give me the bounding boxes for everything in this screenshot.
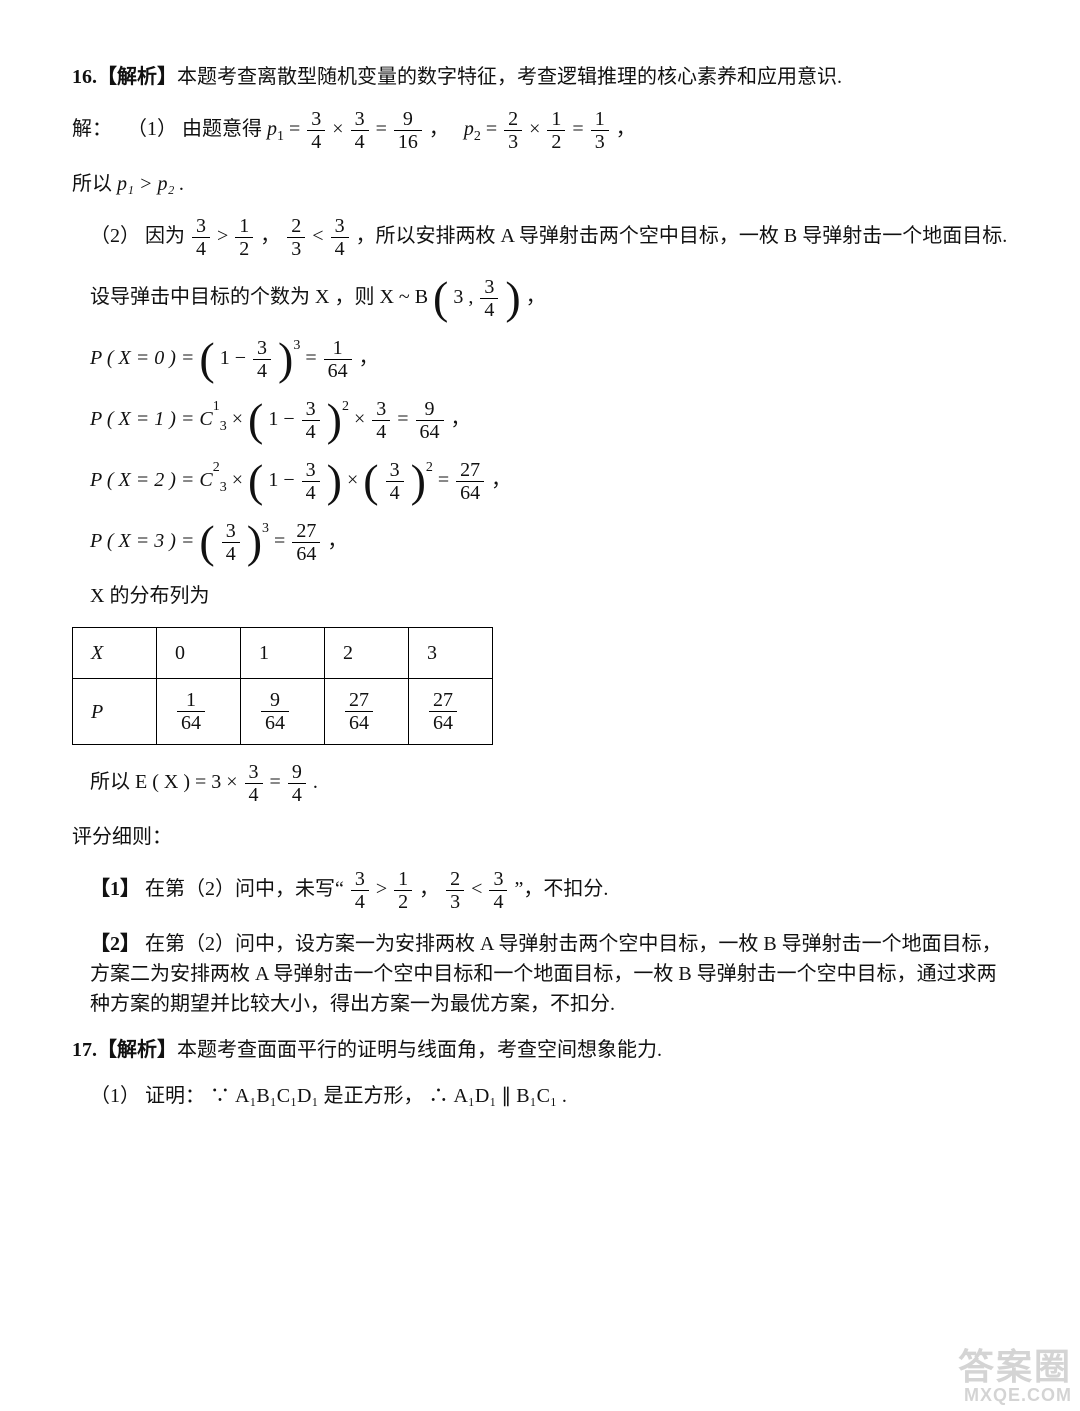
q16-analysis: 16.【解析】本题考查离散型随机变量的数字特征，考查逻辑推理的核心素养和应用意识… — [72, 62, 1008, 92]
px2: P ( X = 2 ) = C23 × ( 1 − 34 ) × ( 34 )2… — [90, 459, 1008, 504]
px1: P ( X = 1 ) = C13 × ( 1 − 34 )2 × 34 = 9… — [90, 398, 1008, 443]
p1-r: 916 — [394, 108, 422, 153]
p2-b: 12 — [547, 108, 565, 153]
p1-a: 34 — [307, 108, 325, 153]
p1-b: 34 — [351, 108, 369, 153]
px3: P ( X = 3 ) = ( 34 )3 = 2764 ， — [90, 520, 1008, 565]
watermark: 答案圈 MXQE.COM — [958, 1348, 1072, 1405]
sol-label: 解： — [72, 118, 112, 140]
note1: 【1】 在第（2）问中，未写“ 34 > 12 ， 23 < 34 ”，不扣分. — [90, 868, 1008, 913]
dist-caption: X 的分布列为 — [90, 581, 1008, 611]
p2-a: 23 — [504, 108, 522, 153]
distribution-table: X 0 1 2 3 P 164 964 2764 2764 — [72, 627, 493, 745]
q16-let-binomial: 设导弹击中目标的个数为 X ，则 X ~ B ( 3 , 34 ) ， — [90, 276, 1008, 321]
q17-analysis: 17.【解析】本题考查面面平行的证明与线面角，考查空间想象能力. — [72, 1035, 1008, 1065]
part1-label: （1） — [127, 118, 177, 140]
px0: P ( X = 0 ) = ( 1 − 34 )3 = 164 ， — [90, 337, 1008, 382]
p2-sym: p2 — [464, 118, 481, 140]
analysis-label: 16.【解析】 — [72, 66, 177, 88]
expectation: 所以 E ( X ) = 3 × 34 = 94 . — [90, 761, 1008, 806]
p2-r: 13 — [591, 108, 609, 153]
analysis-text: 本题考查离散型随机变量的数字特征，考查逻辑推理的核心素养和应用意识. — [177, 66, 842, 88]
part2-label: （2） — [90, 225, 140, 247]
part1-lead: 由题意得 — [182, 118, 267, 140]
table-row: X 0 1 2 3 — [73, 628, 493, 679]
q16-p1gtp2: 所以 p₁ > p₂ . — [72, 169, 1008, 199]
note2: 【2】 在第（2）问中，设方案一为安排两枚 A 导弹射击两个空中目标，一枚 B … — [90, 929, 1008, 1019]
p1-sym: p1 — [267, 118, 284, 140]
scoring-label: 评分细则： — [72, 822, 1008, 852]
table-row: P 164 964 2764 2764 — [73, 679, 493, 745]
q17-part1: （1） 证明： ∵ A₁B₁C₁D₁ 是正方形， ∴ A₁D₁ ∥ B₁C₁ . — [90, 1081, 1008, 1111]
q16-part2-line1: （2） 因为 34 > 12 ， 23 < 34 ，所以安排两枚 A 导弹射击两… — [90, 215, 1008, 260]
q16-part1-line: 解： （1） 由题意得 p1 = 34 × 34 = 916 ， p2 = 23… — [72, 108, 1008, 153]
